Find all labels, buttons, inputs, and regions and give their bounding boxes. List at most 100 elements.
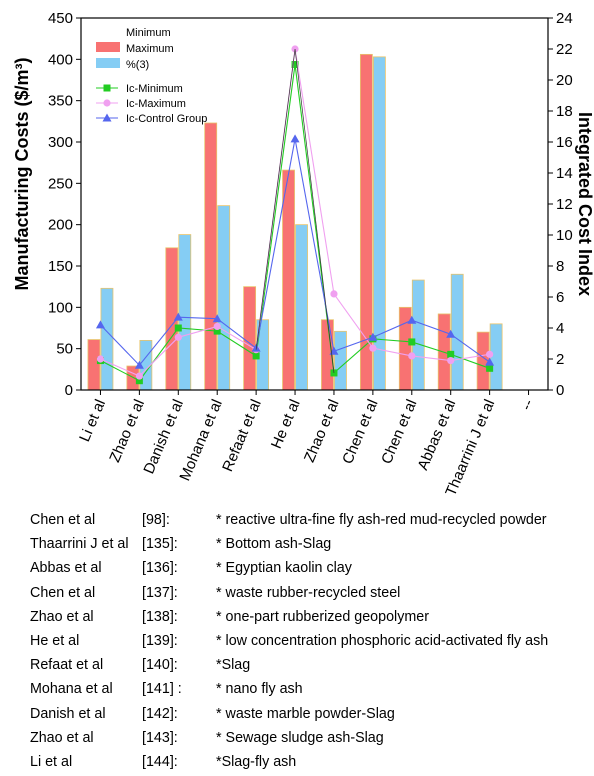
bar--3--0	[100, 287, 114, 391]
right-tick-label-12: 24	[556, 10, 573, 27]
legend-swatch-maximum	[96, 42, 120, 52]
reference-author: Li et al	[30, 753, 73, 770]
point-ic-minimum-4	[252, 352, 260, 360]
point-ic-minimum-5	[291, 61, 299, 68]
point-ic-control-group-9	[446, 329, 456, 338]
reference-cite: [144]:	[142, 753, 178, 770]
point-ic-maximum-9	[447, 356, 455, 365]
bar--3--8	[411, 279, 425, 391]
x-tick-label-9: Abbas et al	[414, 397, 459, 473]
reference-author: Chen et al	[30, 512, 96, 528]
legend-marker-2	[102, 113, 112, 122]
left-tick-label-4: 200	[48, 217, 73, 234]
right-tick-label-6: 12	[556, 196, 573, 213]
line-ic-minimum	[100, 64, 490, 382]
x-tick-label-0: Li et al	[76, 397, 109, 444]
right-tick-label-10: 20	[556, 72, 573, 89]
point-ic-control-group-0	[95, 320, 105, 329]
point-ic-control-group-2	[173, 312, 183, 321]
reference-desc: * Egyptian kaolin clay	[216, 560, 352, 577]
bar-maximum-8	[398, 306, 412, 391]
point-ic-maximum-8	[408, 352, 416, 360]
x-tick-label-6: Zhao et al	[301, 397, 343, 465]
reference-item: Chen et al [98]: * reactive ultra-fine fly…	[30, 510, 590, 534]
line-ic-control-group	[100, 138, 490, 367]
left-tick-label-7: 350	[48, 93, 73, 110]
legend-marker-0	[103, 84, 111, 92]
reference-author: Chen et al	[30, 584, 96, 601]
reference-item: Zhao et al [138]: * one-part rubberized ge…	[30, 607, 590, 631]
legend: Minimum Maximum %(3) Ic-Minimum Ic-Maximum Ic…	[96, 27, 207, 125]
bar--3--5	[295, 224, 308, 391]
right-tick-label-8: 16	[556, 134, 573, 151]
point-ic-control-group-8	[407, 315, 417, 324]
reference-item: Danish et al [142]: * waste marble powder-…	[30, 704, 590, 728]
reference-cite: [143]:	[142, 729, 178, 746]
bar--3--9	[450, 273, 464, 391]
bar-maximum-4	[243, 286, 257, 391]
reference-item: He et al [139]: * low concentration phosph…	[30, 631, 590, 655]
legend-swatch-pct3	[96, 58, 120, 68]
bar-layer	[87, 53, 503, 391]
point-ic-minimum-2	[174, 324, 182, 332]
point-ic-maximum-6	[330, 290, 338, 298]
reference-item: Thaarrini J et al [135]: * Bottom ash-Slag	[30, 534, 590, 558]
left-tick-label-9: 450	[48, 10, 73, 27]
reference-desc: * waste marble powder-Slag	[216, 705, 395, 722]
reference-item: Mohana et al [141] : * nano fly ash	[30, 679, 590, 703]
reference-item: Zhao et al [143]: * Sewage sludge ash-Slag	[30, 728, 590, 752]
reference-item: Refaat et al [140]: *Slag	[30, 655, 590, 679]
right-tick-label-11: 22	[556, 41, 573, 58]
reference-desc: * reactive ultra-fine fly ash-red mud-re…	[216, 512, 547, 528]
left-tick-label-5: 250	[48, 175, 73, 192]
legend-label-1: Maximum	[126, 43, 174, 55]
point-ic-control-group-1	[134, 360, 144, 369]
left-tick-label-1: 50	[56, 341, 73, 358]
reference-author: Thaarrini J et al	[30, 536, 129, 553]
reference-cite: [135]:	[142, 536, 178, 553]
left-tick-label-8: 400	[48, 51, 73, 68]
point-ic-control-group-10	[485, 357, 495, 366]
point-ic-control-group-7	[368, 332, 378, 341]
point-ic-maximum-0	[96, 355, 105, 363]
left-tick-label-2: 100	[48, 299, 73, 316]
legend-label-0: Minimum	[126, 27, 171, 39]
reference-desc: *Slag	[216, 657, 251, 674]
point-ic-maximum-10	[486, 350, 494, 358]
x-tick-label-1: Zhao et al	[106, 397, 148, 465]
point-ic-minimum-1	[135, 377, 143, 385]
right-tick-label-5: 10	[556, 227, 573, 244]
reference-cite: [138]:	[142, 608, 178, 625]
left-tick-label-0: 0	[65, 382, 73, 399]
reference-cite: [141] :	[142, 681, 182, 698]
bar-maximum-0	[87, 339, 101, 391]
left-tick-label-3: 150	[48, 258, 73, 275]
x-tick-label-2: Danish et al	[140, 397, 187, 477]
right-tick-label-9: 18	[556, 103, 573, 120]
reference-author: Mohana et al	[30, 681, 113, 698]
right-tick-label-0: 0	[556, 382, 564, 399]
peak-connector-line	[255, 48, 335, 373]
reference-author: Danish et al	[30, 705, 106, 722]
point-ic-control-group-5	[290, 134, 300, 143]
reference-cite: [139]:	[142, 632, 178, 649]
reference-author: Refaat et al	[30, 657, 104, 674]
line-layer	[95, 45, 495, 385]
reference-desc: * low concentration phosphoric acid-acti…	[216, 632, 549, 649]
reference-cite: [136]:	[142, 560, 178, 577]
legend-label-4: Ic-Maximum	[126, 98, 186, 110]
point-ic-control-group-3	[212, 314, 222, 323]
legend-marker-1	[103, 99, 111, 107]
right-tick-label-2: 4	[556, 320, 564, 337]
legend-label-5: Ic-Control Group	[126, 113, 207, 125]
left-tick-label-6: 300	[48, 134, 73, 151]
legend-label-3: Ic-Minimum	[126, 83, 183, 95]
reference-list: Chen et al [98]: * reactive ultra-fine fly…	[30, 510, 590, 776]
reference-desc: * Sewage sludge ash-Slag	[216, 729, 384, 746]
reference-author: Zhao et al	[30, 729, 94, 746]
x-tick-label-4: Refaat et al	[219, 397, 265, 474]
point-ic-maximum-2	[174, 333, 182, 341]
x-tick-label-8: Chen et al	[378, 397, 420, 467]
